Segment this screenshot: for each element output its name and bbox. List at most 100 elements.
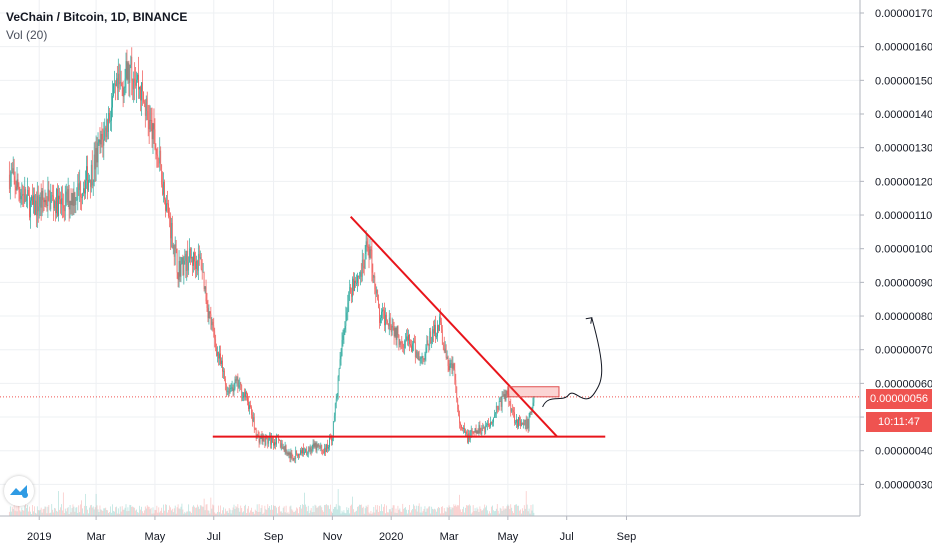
candle-body	[179, 260, 181, 277]
x-tick-label: Mar	[87, 531, 106, 543]
volume-bar	[448, 505, 450, 516]
last-price-tag: 0.00000056	[866, 389, 932, 409]
volume-bar	[111, 512, 112, 516]
volume-bar	[498, 513, 500, 516]
candle-body	[337, 376, 339, 397]
y-tick-label: 0.00000070	[875, 345, 932, 357]
volume-bar	[325, 504, 326, 516]
candle-body	[243, 392, 244, 398]
volume-bar	[454, 506, 456, 516]
candle-body	[228, 390, 230, 394]
candle-body	[450, 363, 452, 365]
y-tick-label: 0.00000130	[875, 143, 932, 155]
volume-bar	[202, 506, 204, 516]
volume-bar	[27, 505, 28, 516]
candle-body	[231, 387, 233, 389]
candle-body	[510, 403, 512, 412]
volume-bar	[393, 505, 395, 516]
y-tick-label: 0.00000060	[875, 378, 932, 390]
volume-bar	[439, 507, 440, 516]
candle-body	[116, 78, 118, 89]
candle-body	[387, 323, 389, 327]
candle-body	[21, 194, 23, 197]
volume-bar	[199, 505, 201, 516]
volume-bar	[188, 504, 190, 516]
candle-body	[436, 336, 437, 338]
candle-body	[198, 254, 200, 258]
volume-bar	[180, 506, 182, 516]
candle-body	[416, 351, 418, 359]
candles	[8, 47, 535, 464]
volume-bar	[408, 509, 409, 516]
volume-bar	[33, 511, 34, 516]
grid	[0, 0, 860, 516]
candle-body	[117, 73, 119, 89]
volume-bar	[255, 510, 257, 516]
volume-bar	[469, 505, 471, 516]
volume-bar	[317, 507, 319, 516]
candle-body	[76, 199, 78, 201]
volume-bar	[266, 509, 268, 516]
volume-bar	[31, 513, 32, 516]
volume-bar	[302, 504, 303, 516]
volume-bar	[179, 508, 181, 516]
tradingview-logo-icon[interactable]	[4, 476, 34, 506]
volume-bar	[107, 510, 109, 516]
candle-body	[532, 402, 534, 408]
volume-bar	[475, 510, 477, 516]
candle-body	[517, 419, 518, 427]
volume-bar	[244, 505, 245, 516]
candle-body	[446, 357, 448, 359]
candle-body	[372, 272, 374, 278]
volume-bar	[337, 489, 339, 516]
candle-body	[89, 179, 91, 187]
volume-bar	[307, 505, 309, 516]
candle-body	[53, 195, 55, 209]
volume-bar	[285, 505, 287, 516]
volume-bar	[405, 507, 406, 516]
candle-body	[465, 431, 466, 433]
candle-body	[441, 329, 443, 345]
volume-bar	[304, 492, 305, 516]
volume-bar	[96, 505, 98, 516]
candle-body	[67, 189, 69, 203]
volume-bar	[13, 504, 15, 516]
candle-body	[35, 200, 37, 216]
candle-body	[324, 447, 325, 454]
chart-legend: VeChain / Bitcoin, 1D, BINANCE Vol (20)	[6, 8, 187, 44]
volume-indicator-label[interactable]: Vol (20)	[6, 28, 48, 42]
volume-bar	[492, 505, 493, 516]
candle-body	[502, 396, 504, 397]
candle-body	[215, 339, 217, 348]
volume-bar	[137, 512, 138, 516]
volume-bar	[82, 508, 83, 516]
candle-body	[304, 451, 305, 454]
candle-body	[339, 359, 341, 369]
volume-bar	[400, 511, 402, 516]
volume-bar	[87, 509, 88, 516]
candle-body	[99, 139, 101, 145]
candle-body	[312, 443, 314, 450]
symbol-title[interactable]: VeChain / Bitcoin, 1D, BINANCE	[6, 10, 188, 24]
candle-body	[289, 452, 291, 459]
volume-bar	[269, 506, 271, 516]
volume-bar	[167, 512, 168, 516]
volume-bar	[295, 510, 297, 516]
candle-body	[506, 390, 508, 395]
volume-bar	[228, 508, 230, 516]
axes[interactable]: 0.00000170 0.00000160 0.00000150 0.00000140…	[0, 0, 932, 543]
volume-bar	[503, 509, 505, 516]
volume-bar	[226, 510, 228, 516]
candle-body	[334, 403, 336, 416]
candle-body	[303, 448, 304, 454]
candle-body	[295, 450, 297, 459]
volume-bar	[388, 509, 390, 516]
volume-bar	[59, 509, 60, 516]
volume-bar	[186, 511, 188, 516]
volume-bar	[103, 508, 105, 516]
volume-bar	[157, 512, 159, 516]
candle-body	[328, 447, 329, 449]
volume-bar	[309, 510, 311, 516]
